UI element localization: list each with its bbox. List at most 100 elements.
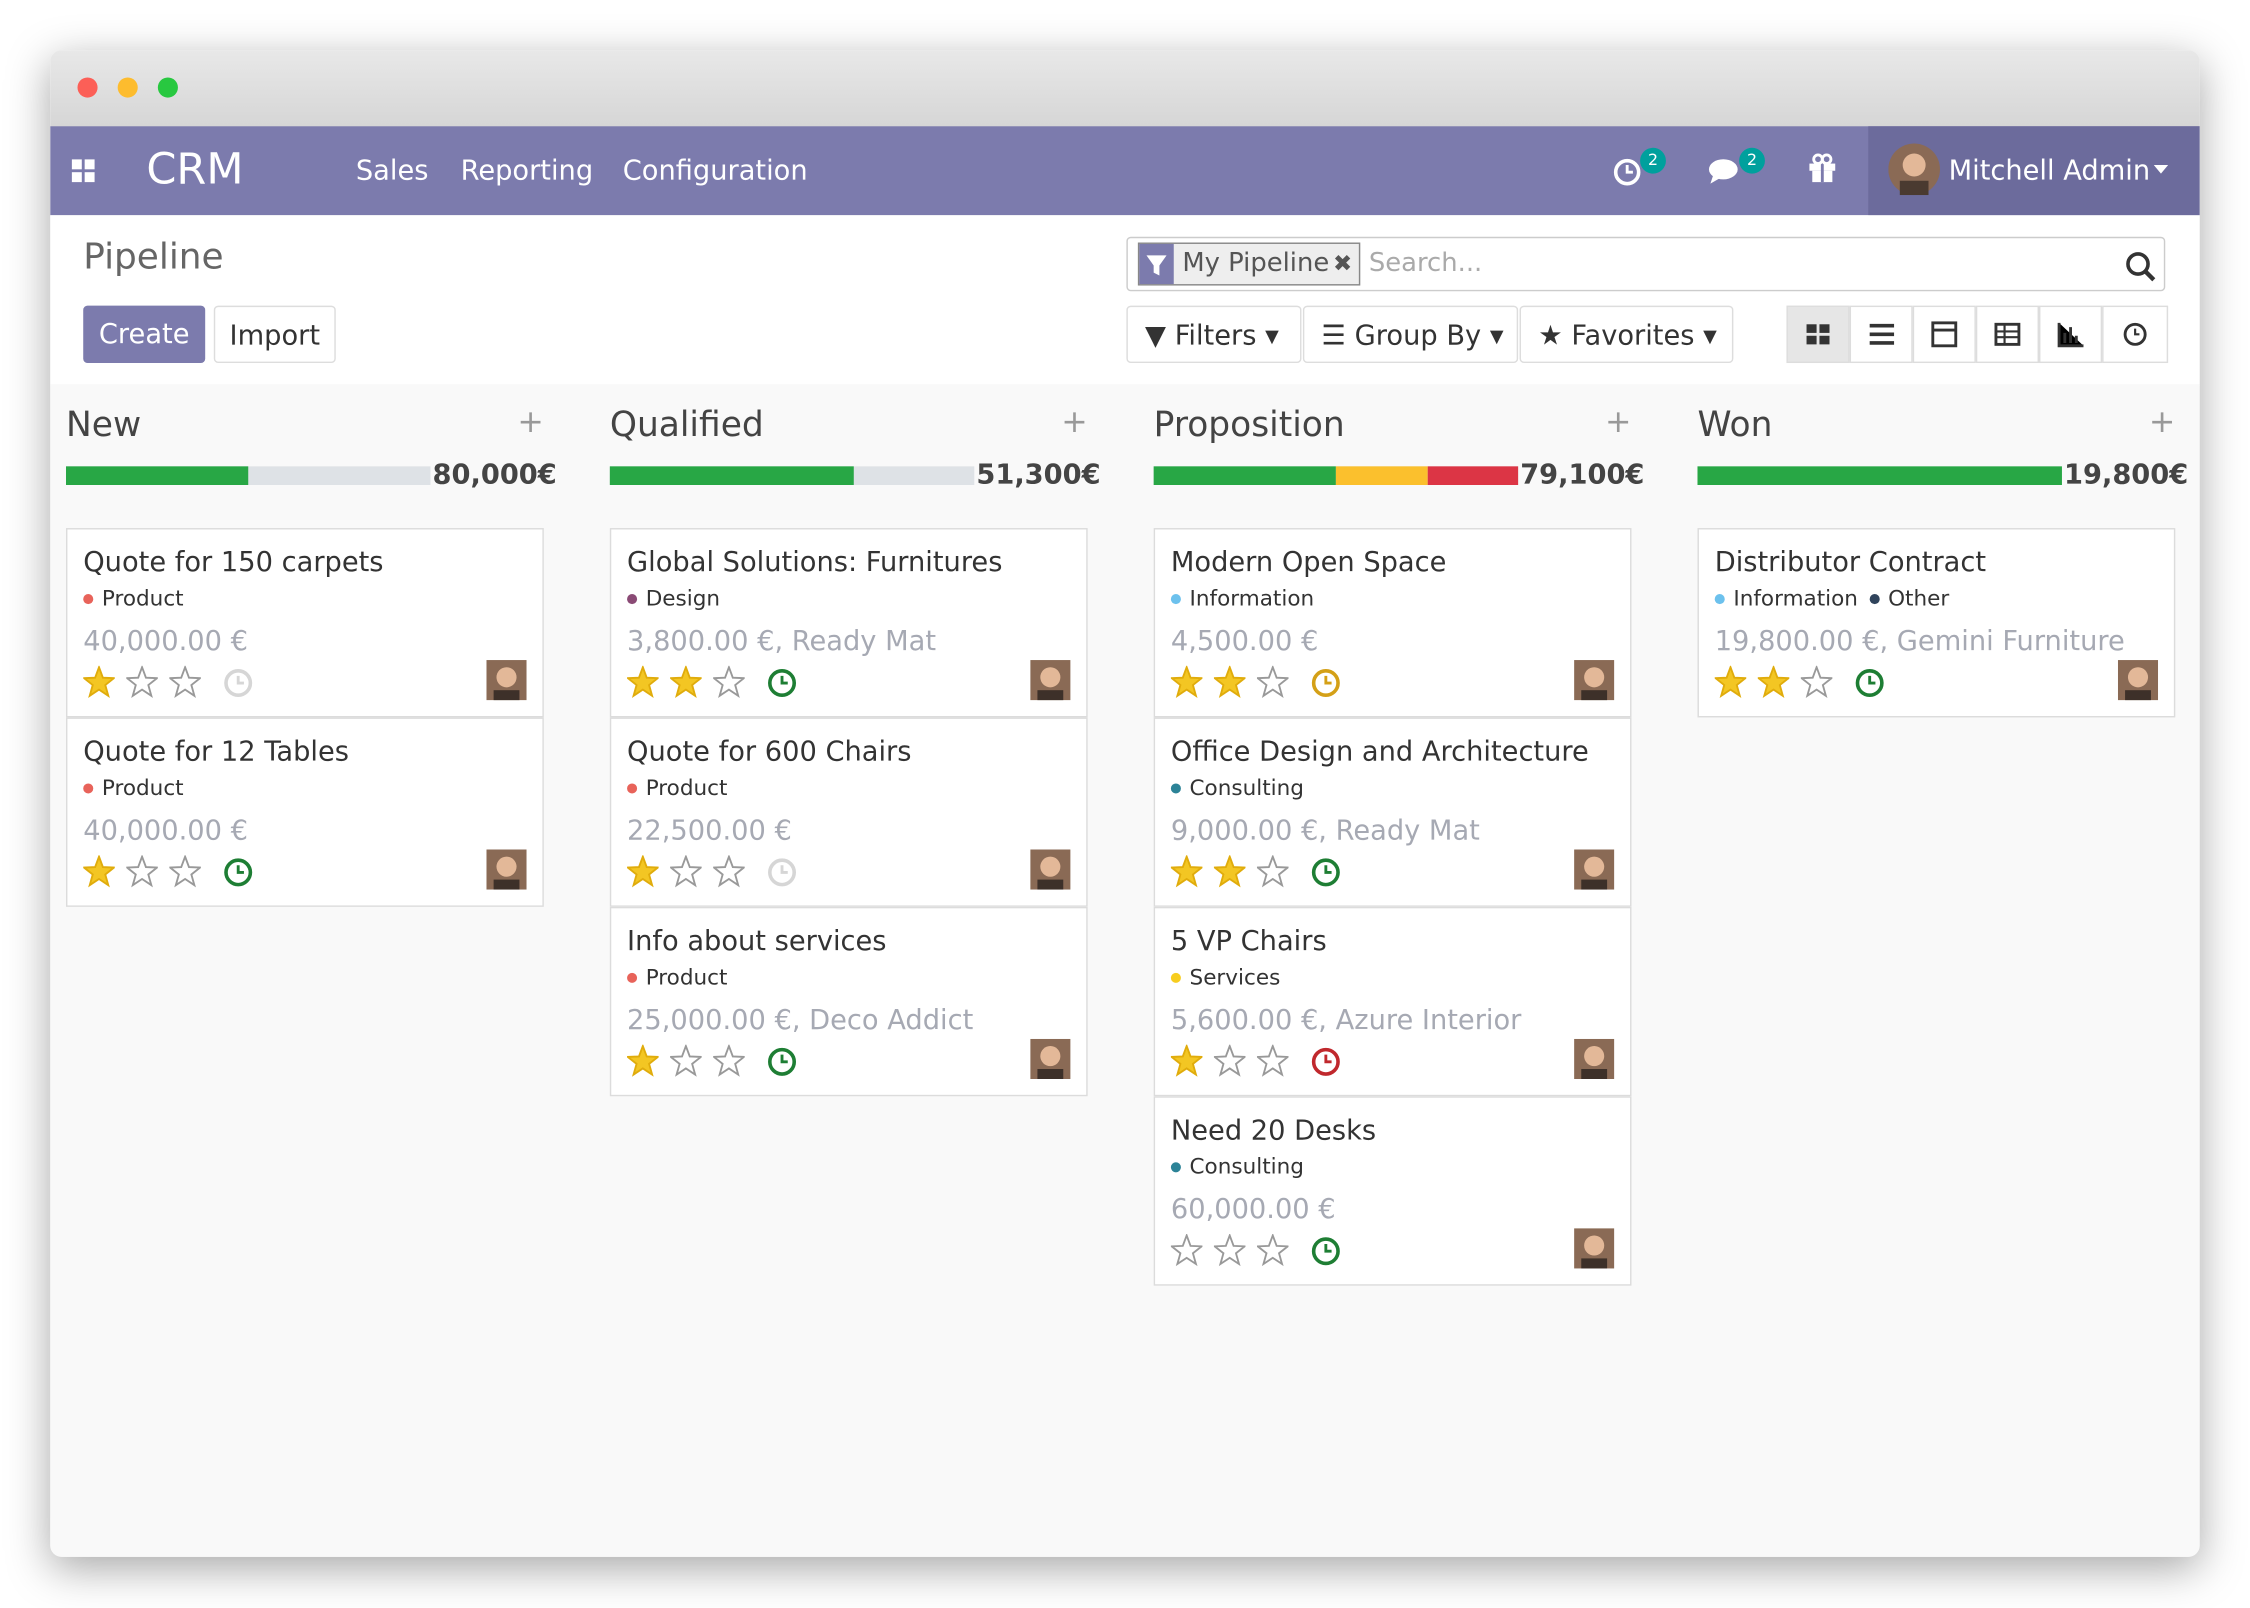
star[interactable]	[1256, 1234, 1289, 1268]
tag-dot	[83, 782, 94, 793]
lead-card[interactable]: Quote for 12 Tables Product 40,000.00 €	[66, 717, 544, 907]
quick-create[interactable]: +	[1061, 404, 1088, 441]
star[interactable]	[1170, 1234, 1203, 1268]
user-name[interactable]: Mitchell Admin	[1948, 154, 2151, 187]
star[interactable]	[627, 665, 659, 700]
lead-card[interactable]: Office Design and Architecture Consulting…	[1153, 717, 1632, 907]
star[interactable]	[713, 1044, 745, 1079]
activity-icon[interactable]	[765, 666, 799, 700]
progress-segment[interactable]	[1427, 466, 1519, 485]
user-menu[interactable]: Mitchell Admin	[1868, 126, 2200, 216]
lead-card[interactable]: 5 VP Chairs Services 5,600.00 €, Azure Int…	[1153, 906, 1632, 1097]
lead-card[interactable]: Quote for 150 carpets Product 40,000.00 €	[66, 528, 544, 718]
favorites-button[interactable]: ★ Favorites ▾	[1519, 305, 1734, 364]
progress-segment[interactable]	[609, 466, 855, 485]
avatar-shirt	[1581, 1069, 1608, 1080]
search-input[interactable]: Search...	[1368, 248, 1483, 279]
gift-icon[interactable]	[1808, 153, 1837, 183]
calendar-view[interactable]	[1912, 305, 1976, 364]
graph-view[interactable]	[2038, 305, 2103, 364]
tag-name: Product	[101, 585, 184, 612]
minimize-button[interactable]	[117, 77, 138, 98]
star[interactable]	[1256, 665, 1289, 700]
activity-icon[interactable]	[1852, 666, 1886, 700]
activity-icon[interactable]	[765, 1045, 799, 1079]
star[interactable]	[1757, 665, 1790, 700]
star[interactable]	[713, 665, 745, 700]
import-button[interactable]: Import	[213, 305, 336, 364]
messages-icon[interactable]	[1708, 155, 1742, 187]
icon	[1869, 323, 1895, 345]
activity-icon[interactable]	[1309, 855, 1343, 889]
star[interactable]	[169, 665, 201, 700]
lead-card[interactable]: Distributor Contract Information Other 19,8…	[1697, 528, 2176, 718]
activity-icon[interactable]	[1613, 155, 1645, 187]
progress-segment[interactable]	[1335, 466, 1428, 485]
star[interactable]	[169, 855, 201, 889]
star[interactable]	[83, 665, 115, 700]
activity-icon[interactable]	[1309, 1045, 1343, 1079]
star-shape	[713, 665, 745, 698]
zoom-button[interactable]	[157, 77, 178, 98]
star[interactable]	[1213, 1044, 1246, 1079]
activity-icon[interactable]	[1309, 666, 1343, 700]
star[interactable]	[670, 665, 702, 700]
list-view[interactable]	[1849, 305, 1913, 364]
star[interactable]	[126, 665, 158, 700]
star[interactable]	[1213, 1234, 1246, 1268]
star[interactable]	[1256, 855, 1289, 889]
groupby-button[interactable]: ☰ Group By ▾	[1302, 305, 1519, 364]
tag-name: Consulting	[1189, 774, 1304, 801]
star[interactable]	[83, 855, 115, 889]
menu-item[interactable]: Reporting	[460, 154, 594, 187]
quick-create[interactable]: +	[1605, 404, 1632, 441]
activity-icon[interactable]	[221, 666, 255, 700]
lead-card[interactable]: Need 20 Desks Consulting 60,000.00 €	[1153, 1096, 1632, 1286]
star[interactable]	[713, 855, 745, 889]
star[interactable]	[670, 855, 702, 889]
search-icon[interactable]	[2125, 251, 2157, 283]
star[interactable]	[126, 855, 158, 889]
star[interactable]	[670, 1044, 702, 1079]
kanban-view[interactable]	[1786, 305, 1850, 364]
star[interactable]	[1170, 665, 1203, 700]
column-total: 51,300€	[976, 459, 1101, 491]
tags: Product	[83, 775, 184, 801]
create-button[interactable]: Create	[83, 305, 206, 364]
lead-card[interactable]: Modern Open Space Information 4,500.00 €	[1153, 528, 1632, 718]
star[interactable]	[1714, 665, 1747, 700]
facet-remove[interactable]: ✖	[1333, 249, 1353, 277]
star[interactable]	[627, 855, 659, 889]
avatar-face	[1584, 1235, 1605, 1256]
search-box[interactable]: My Pipeline ✖ Search...	[1126, 236, 2166, 292]
progress-segment[interactable]	[1697, 466, 2062, 485]
close-button[interactable]	[77, 77, 98, 98]
star[interactable]	[1256, 1044, 1289, 1079]
star-shape	[670, 855, 702, 888]
menu-item[interactable]: Sales	[355, 154, 429, 187]
star[interactable]	[1170, 1044, 1203, 1079]
star[interactable]	[1213, 665, 1246, 700]
quick-create[interactable]: +	[517, 404, 544, 441]
app-name[interactable]: CRM	[146, 144, 244, 196]
menu-item[interactable]: Configuration	[622, 154, 808, 187]
star[interactable]	[1800, 665, 1833, 700]
pivot-view[interactable]	[1975, 305, 2039, 364]
progress-segment[interactable]	[1153, 466, 1336, 485]
quick-create[interactable]: +	[2148, 404, 2176, 441]
lead-card[interactable]: Info about services Product 25,000.00 €, D…	[609, 906, 1088, 1097]
activity-view[interactable]	[2102, 305, 2169, 364]
activity-icon[interactable]	[1309, 1234, 1343, 1268]
activity-icon[interactable]	[221, 855, 255, 889]
lead-card[interactable]: Global Solutions: Furnitures Design 3,800.…	[609, 528, 1088, 718]
progress-segment[interactable]	[66, 466, 249, 485]
star[interactable]	[627, 1044, 659, 1079]
priority-stars	[1170, 1234, 1289, 1268]
star[interactable]	[1170, 855, 1203, 889]
column-title: Proposition	[1153, 404, 1345, 445]
filters-button[interactable]: ▼ Filters ▾	[1126, 305, 1302, 364]
apps-icon[interactable]	[71, 159, 95, 183]
activity-icon[interactable]	[765, 855, 799, 889]
lead-card[interactable]: Quote for 600 Chairs Product 22,500.00 €	[609, 717, 1088, 907]
star[interactable]	[1213, 855, 1246, 889]
